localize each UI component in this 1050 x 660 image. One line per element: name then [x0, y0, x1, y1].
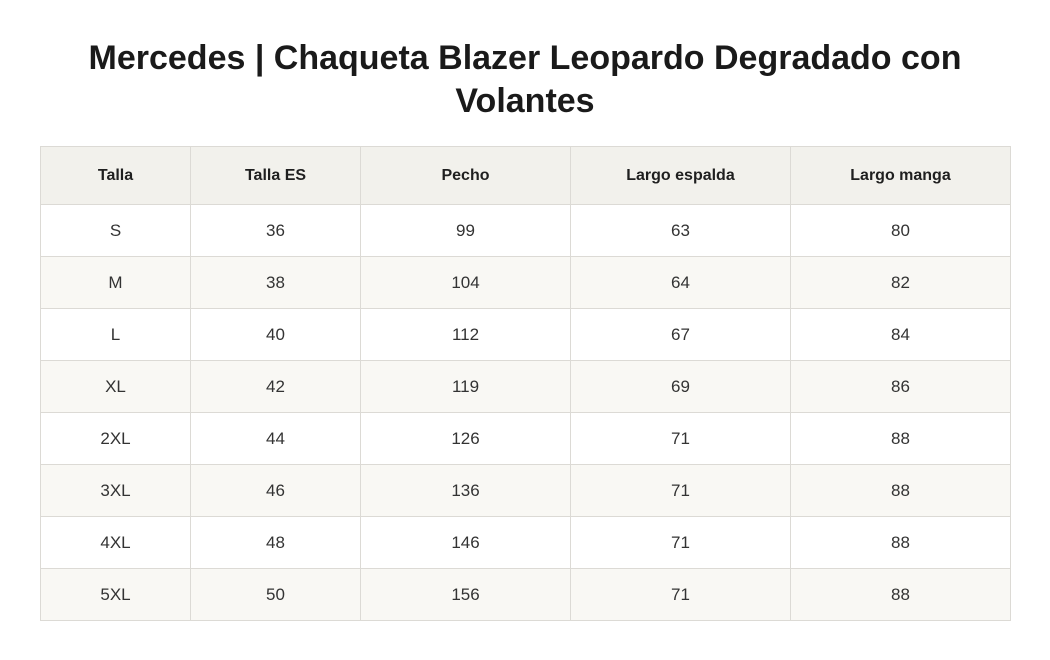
table-row: 5XL 50 156 71 88: [40, 568, 1011, 621]
header-pecho: Pecho: [360, 146, 571, 205]
cell-largo-espalda: 71: [570, 516, 791, 569]
header-talla-es: Talla ES: [190, 146, 361, 205]
table-body: S 36 99 63 80 M 38 104 64 82 L 40 112 67…: [40, 204, 1011, 621]
cell-largo-manga: 80: [790, 204, 1011, 257]
cell-largo-manga: 82: [790, 256, 1011, 309]
cell-largo-manga: 88: [790, 464, 1011, 517]
table-header: Talla Talla ES Pecho Largo espalda Largo…: [40, 146, 1011, 205]
cell-talla: XL: [40, 360, 191, 413]
cell-talla: 5XL: [40, 568, 191, 621]
cell-talla-es: 46: [190, 464, 361, 517]
table-row: L 40 112 67 84: [40, 308, 1011, 361]
cell-talla-es: 36: [190, 204, 361, 257]
cell-talla: 3XL: [40, 464, 191, 517]
cell-talla: M: [40, 256, 191, 309]
size-table: Talla Talla ES Pecho Largo espalda Largo…: [40, 146, 1011, 621]
cell-talla: L: [40, 308, 191, 361]
cell-pecho: 146: [360, 516, 571, 569]
cell-largo-espalda: 69: [570, 360, 791, 413]
cell-talla: S: [40, 204, 191, 257]
cell-largo-manga: 84: [790, 308, 1011, 361]
cell-talla-es: 50: [190, 568, 361, 621]
table-row: XL 42 119 69 86: [40, 360, 1011, 413]
cell-talla-es: 44: [190, 412, 361, 465]
cell-largo-espalda: 64: [570, 256, 791, 309]
cell-pecho: 156: [360, 568, 571, 621]
cell-largo-espalda: 67: [570, 308, 791, 361]
cell-largo-manga: 88: [790, 568, 1011, 621]
cell-talla: 4XL: [40, 516, 191, 569]
header-largo-manga: Largo manga: [790, 146, 1011, 205]
cell-pecho: 136: [360, 464, 571, 517]
cell-largo-manga: 88: [790, 412, 1011, 465]
cell-largo-espalda: 71: [570, 464, 791, 517]
header-largo-espalda: Largo espalda: [570, 146, 791, 205]
table-row: 2XL 44 126 71 88: [40, 412, 1011, 465]
header-row: Talla Talla ES Pecho Largo espalda Largo…: [40, 146, 1011, 205]
page-title: Mercedes | Chaqueta Blazer Leopardo Degr…: [88, 39, 962, 120]
cell-talla: 2XL: [40, 412, 191, 465]
cell-talla-es: 42: [190, 360, 361, 413]
cell-largo-espalda: 71: [570, 568, 791, 621]
table-row: M 38 104 64 82: [40, 256, 1011, 309]
cell-pecho: 119: [360, 360, 571, 413]
header-talla: Talla: [40, 146, 191, 205]
cell-talla-es: 48: [190, 516, 361, 569]
cell-pecho: 99: [360, 204, 571, 257]
cell-talla-es: 38: [190, 256, 361, 309]
table-row: S 36 99 63 80: [40, 204, 1011, 257]
cell-pecho: 126: [360, 412, 571, 465]
cell-pecho: 104: [360, 256, 571, 309]
cell-talla-es: 40: [190, 308, 361, 361]
table-row: 4XL 48 146 71 88: [40, 516, 1011, 569]
cell-largo-espalda: 63: [570, 204, 791, 257]
cell-largo-manga: 86: [790, 360, 1011, 413]
cell-largo-manga: 88: [790, 516, 1011, 569]
table-row: 3XL 46 136 71 88: [40, 464, 1011, 517]
cell-largo-espalda: 71: [570, 412, 791, 465]
cell-pecho: 112: [360, 308, 571, 361]
